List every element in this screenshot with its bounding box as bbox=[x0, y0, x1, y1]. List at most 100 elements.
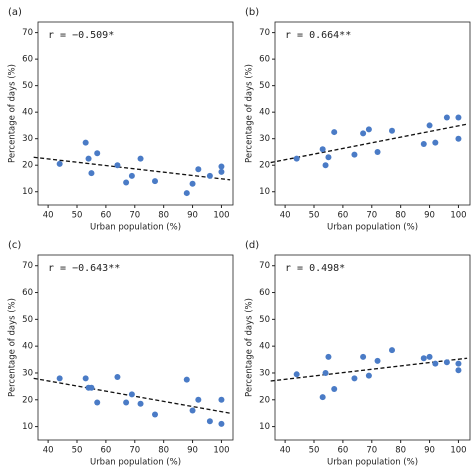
y-tick-label: 30 bbox=[22, 134, 33, 144]
data-point bbox=[432, 360, 439, 367]
data-point bbox=[455, 114, 462, 121]
y-axis-label: Percentage of days (%) bbox=[245, 298, 255, 397]
annotation: r = 0.498* bbox=[285, 263, 345, 274]
data-point bbox=[82, 139, 89, 146]
y-tick-label: 60 bbox=[259, 288, 270, 298]
x-tick-label: 70 bbox=[129, 211, 140, 221]
x-tick-label: 40 bbox=[43, 211, 54, 221]
data-point bbox=[420, 141, 427, 147]
data-point bbox=[88, 384, 95, 391]
y-tick-label: 50 bbox=[259, 81, 270, 91]
data-point bbox=[360, 353, 367, 360]
plot-frame bbox=[274, 21, 471, 206]
data-point bbox=[82, 375, 89, 382]
x-axis-label: Urban population (%) bbox=[327, 223, 418, 233]
data-point bbox=[114, 373, 121, 380]
data-point bbox=[137, 400, 144, 407]
x-tick-label: 60 bbox=[100, 446, 111, 456]
data-point bbox=[152, 411, 158, 418]
data-point bbox=[56, 160, 63, 167]
data-point bbox=[443, 359, 450, 366]
data-point bbox=[443, 114, 450, 121]
x-tick-label: 100 bbox=[213, 446, 229, 456]
y-tick-label: 20 bbox=[259, 161, 270, 171]
data-point bbox=[206, 418, 213, 425]
x-tick-label: 40 bbox=[280, 446, 291, 456]
data-point bbox=[88, 170, 95, 177]
data-point bbox=[319, 146, 326, 153]
data-point bbox=[325, 353, 332, 360]
y-tick-label: 40 bbox=[22, 342, 33, 352]
data-point bbox=[455, 135, 462, 142]
y-tick-label: 50 bbox=[22, 81, 33, 91]
y-tick-label: 70 bbox=[22, 261, 33, 271]
y-tick-label: 20 bbox=[22, 161, 33, 171]
y-tick-label: 10 bbox=[259, 422, 270, 432]
x-tick-label: 60 bbox=[337, 446, 348, 456]
panel-label: (c) bbox=[8, 240, 21, 251]
x-tick-label: 70 bbox=[129, 446, 140, 456]
x-tick-label: 80 bbox=[158, 446, 169, 456]
x-tick-label: 50 bbox=[309, 446, 320, 456]
data-point bbox=[426, 353, 433, 360]
data-point bbox=[319, 394, 326, 401]
annotation: r = 0.664** bbox=[285, 30, 351, 41]
y-tick-label: 70 bbox=[22, 28, 33, 38]
y-tick-label: 70 bbox=[259, 261, 270, 271]
data-point bbox=[374, 357, 381, 364]
data-point bbox=[94, 150, 101, 157]
data-point bbox=[365, 126, 372, 133]
x-tick-label: 90 bbox=[187, 446, 198, 456]
x-tick-label: 50 bbox=[72, 446, 83, 456]
data-point bbox=[322, 162, 329, 169]
panel-label: (b) bbox=[245, 7, 259, 18]
trendline bbox=[33, 156, 231, 181]
data-point bbox=[128, 172, 135, 179]
data-point bbox=[455, 367, 462, 374]
data-point bbox=[218, 420, 225, 427]
data-point bbox=[218, 168, 225, 175]
y-tick-label: 60 bbox=[259, 55, 270, 65]
data-point bbox=[365, 372, 372, 379]
x-tick-label: 90 bbox=[424, 446, 435, 456]
y-tick-label: 50 bbox=[259, 315, 270, 325]
data-point bbox=[189, 180, 196, 187]
x-tick-label: 50 bbox=[309, 211, 320, 221]
data-point bbox=[325, 154, 332, 161]
y-tick-label: 40 bbox=[22, 108, 33, 118]
data-point bbox=[123, 399, 130, 406]
y-tick-label: 30 bbox=[259, 368, 270, 378]
x-tick-label: 100 bbox=[450, 211, 466, 221]
data-point bbox=[331, 386, 338, 393]
x-tick-label: 80 bbox=[158, 211, 169, 221]
x-tick-label: 80 bbox=[395, 211, 406, 221]
y-tick-label: 10 bbox=[22, 187, 33, 197]
panel-label: (d) bbox=[245, 240, 259, 251]
data-point bbox=[183, 190, 190, 197]
x-tick-label: 40 bbox=[280, 211, 291, 221]
y-tick-label: 30 bbox=[22, 368, 33, 378]
trendline bbox=[270, 123, 468, 164]
plot-frame bbox=[274, 254, 471, 441]
data-point bbox=[183, 376, 190, 383]
x-tick-label: 70 bbox=[366, 211, 377, 221]
data-point bbox=[331, 129, 338, 136]
x-tick-label: 40 bbox=[43, 446, 54, 456]
x-axis-label: Urban population (%) bbox=[90, 223, 181, 233]
data-point bbox=[189, 407, 196, 414]
y-tick-label: 60 bbox=[22, 288, 33, 298]
y-axis-label: Percentage of days (%) bbox=[245, 64, 255, 163]
data-point bbox=[128, 391, 135, 398]
y-tick-label: 40 bbox=[259, 108, 270, 118]
data-point bbox=[293, 155, 300, 162]
y-tick-label: 20 bbox=[22, 395, 33, 405]
x-tick-label: 90 bbox=[424, 211, 435, 221]
data-point bbox=[351, 375, 358, 382]
data-point bbox=[218, 396, 225, 403]
annotation: r = −0.643** bbox=[48, 263, 120, 274]
data-point bbox=[56, 375, 63, 382]
y-tick-label: 40 bbox=[259, 342, 270, 352]
panel-label: (a) bbox=[8, 7, 22, 18]
x-tick-label: 80 bbox=[395, 446, 406, 456]
